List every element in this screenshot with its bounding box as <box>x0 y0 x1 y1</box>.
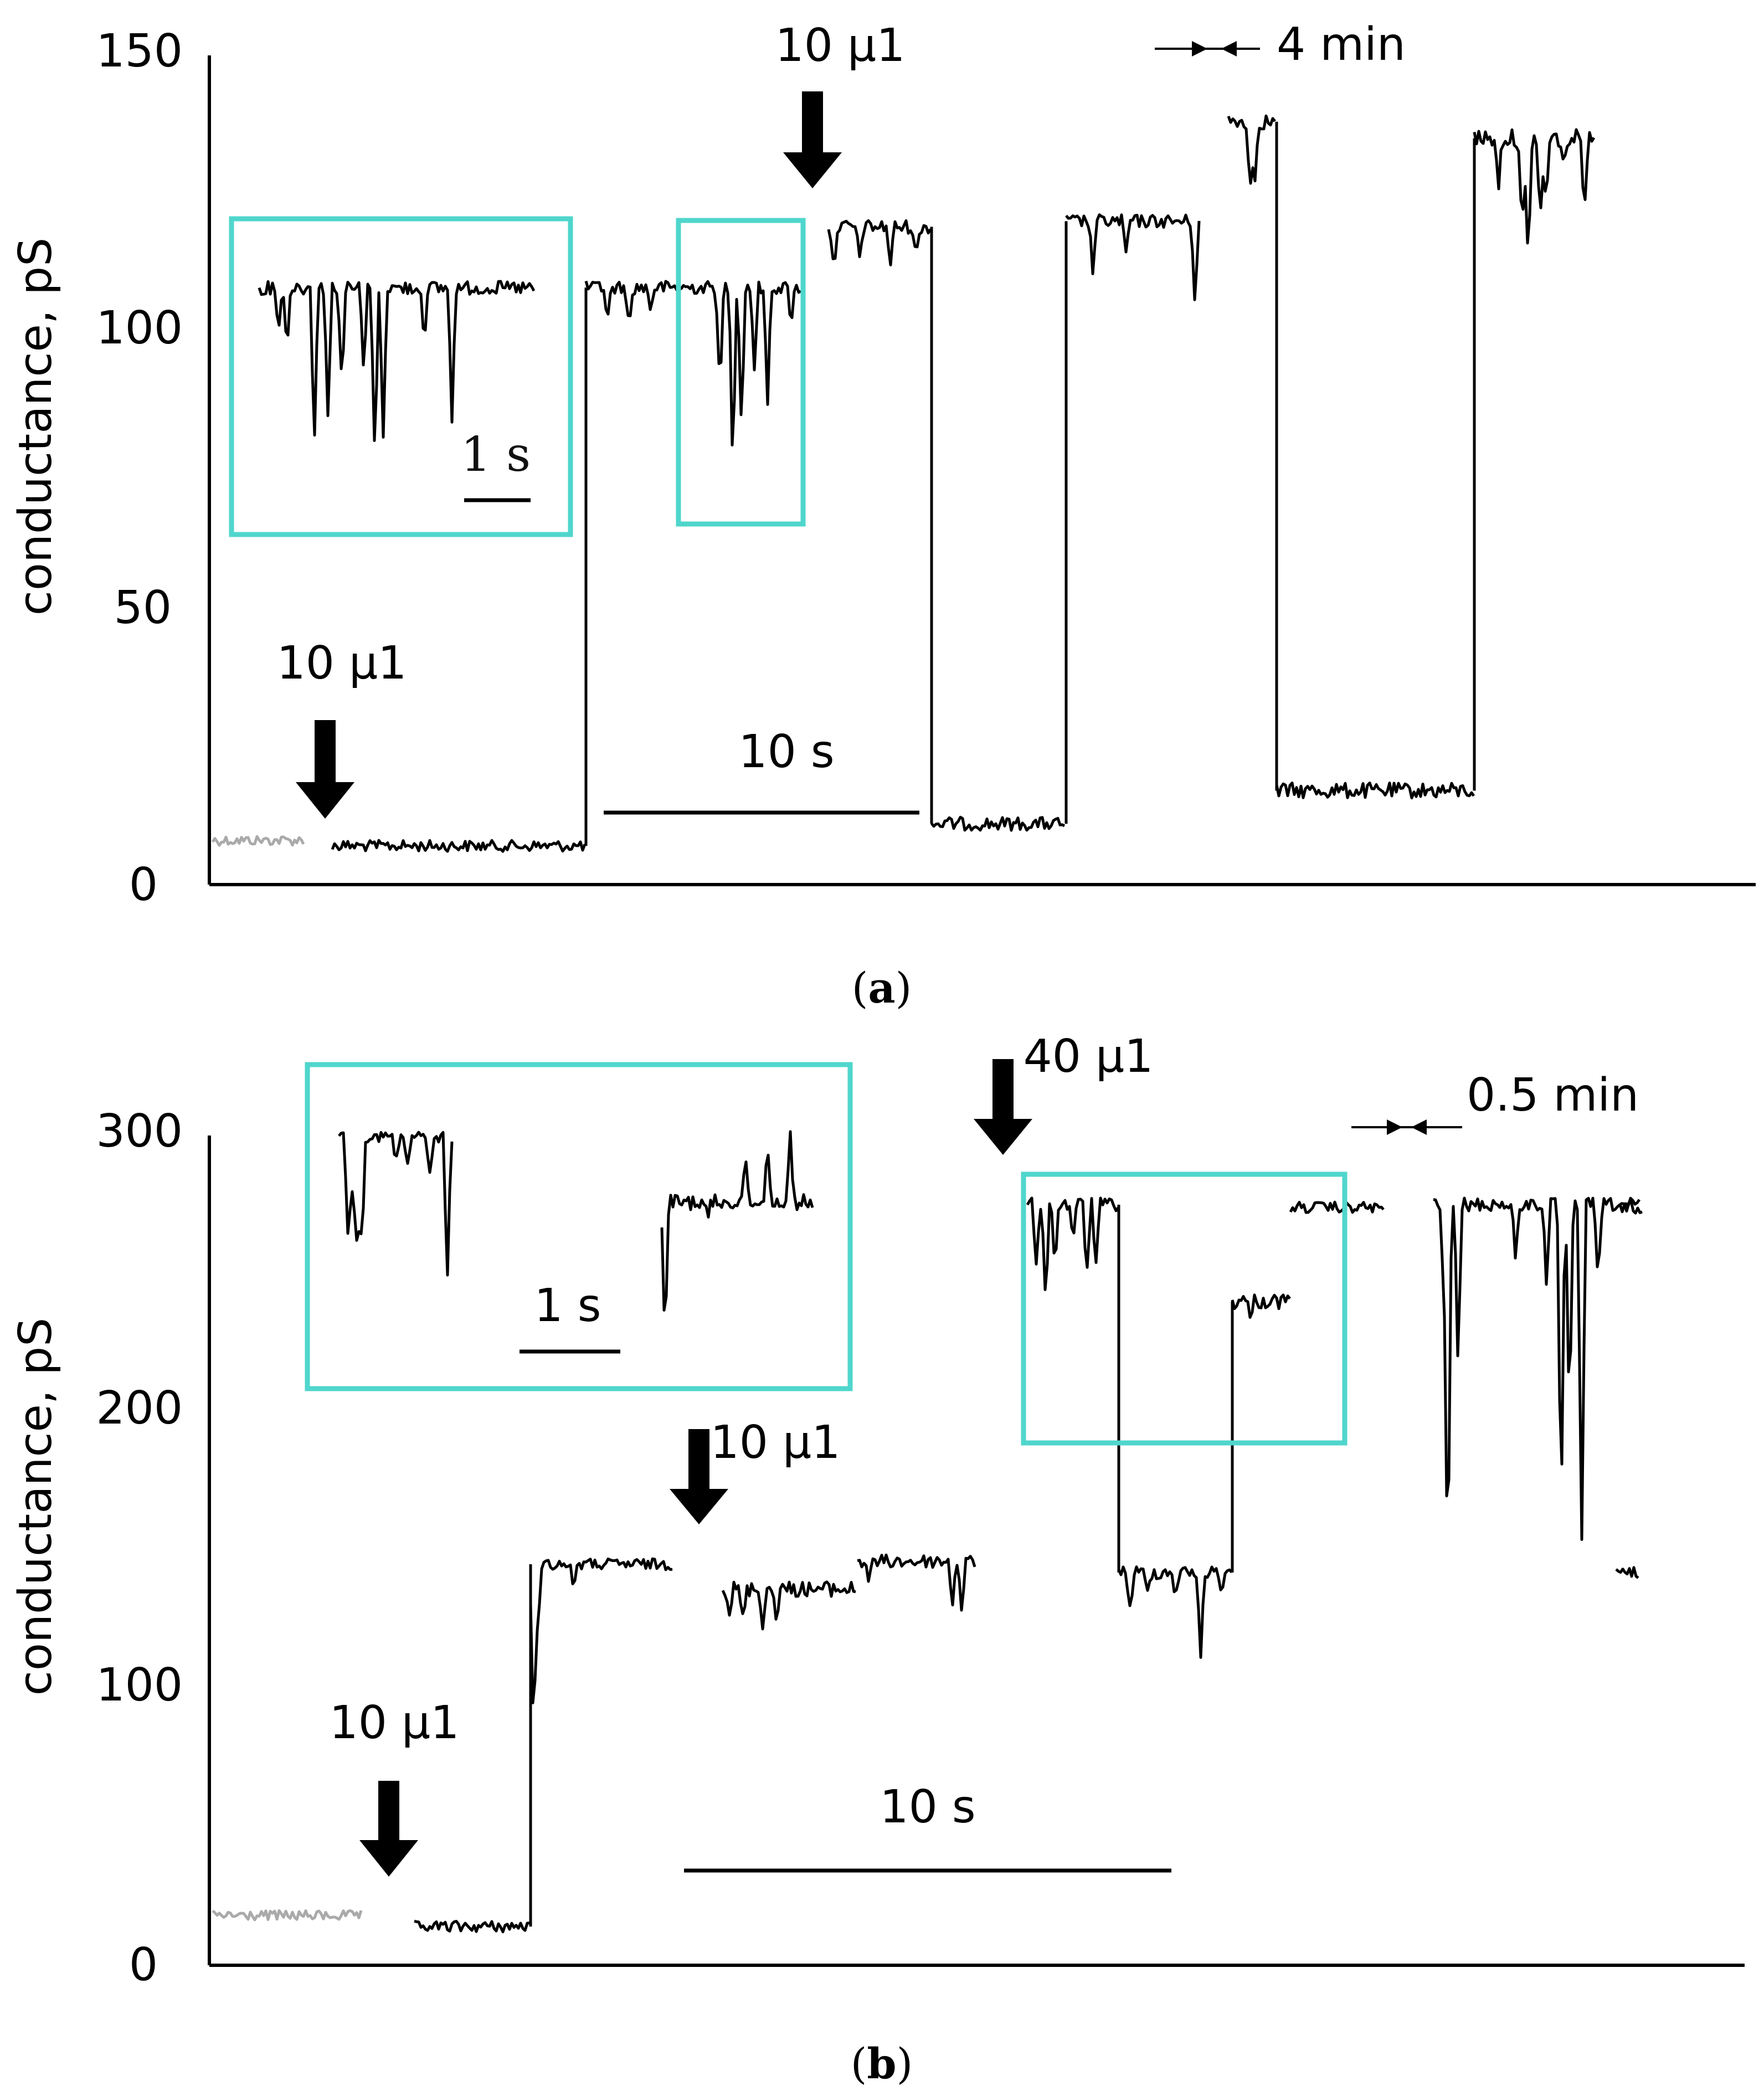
panel-b-trace-baseline <box>212 1909 363 1922</box>
panel-b-time-gap-label: 0.5 min <box>1467 1069 1639 1122</box>
panel-b-traces <box>212 1130 1643 1934</box>
panel-b-trace-segment-10 <box>1615 1566 1639 1579</box>
panel-a-y-label: conductance, pS <box>9 238 62 615</box>
panel-b-addition-3-label: 40 µ1 <box>1024 1030 1154 1083</box>
panel-a-addition-1-label: 10 µ1 <box>277 637 407 690</box>
panel-a-addition-1-arrow <box>296 720 354 819</box>
panel-a-addition-2-label: 10 µ1 <box>775 19 906 72</box>
panel-a-ytick-100: 100 <box>96 302 183 355</box>
panel-a-ytick-50: 50 <box>114 582 172 634</box>
panel-b-y-label: conductance, pS <box>9 1318 62 1696</box>
panel-b-trace-segment-5 <box>1026 1196 1120 1291</box>
panel-b-trace-segment-8 <box>1289 1200 1385 1214</box>
panel-b-inset-trace-1 <box>338 1131 454 1277</box>
panel-a-time-gap-label: 4 min <box>1277 18 1406 71</box>
panel-a-addition-2-arrow <box>783 91 842 188</box>
panel-b-highlight-box <box>1021 1172 1348 1446</box>
panel-a-trace-segment-5 <box>1065 213 1201 301</box>
panel-a-trace-segment-1 <box>331 839 587 853</box>
panel-b-ytick-0: 0 <box>129 1939 158 1991</box>
panel-b-addition-1-arrow <box>359 1781 418 1877</box>
panel-a-caption-letter: a <box>868 963 895 1013</box>
panel-a-inset-scale-label: 1 s <box>461 427 531 482</box>
panel-b-trace-segment-11 <box>1618 1200 1643 1215</box>
panel-b-trace-segment-7 <box>1231 1293 1291 1319</box>
panel-a-inset-box <box>229 216 573 537</box>
panel-a-trace-baseline <box>211 835 305 847</box>
panel-b-caption: (b) <box>851 2039 913 2088</box>
panel-a-caption: (a) <box>852 963 912 1013</box>
panel-b-trace-segment-9 <box>1433 1196 1641 1541</box>
panel-b-trace-segment-6 <box>1117 1565 1233 1659</box>
panel-b-inset-scale-label: 1 s <box>534 1280 601 1332</box>
panel-a-highlight-box <box>676 218 806 527</box>
panel-b-addition-1-label: 10 µ1 <box>330 1697 460 1749</box>
panel-b-inset-box <box>305 1062 853 1391</box>
panel-b-caption-letter: b <box>867 2039 896 2088</box>
panel-a-traces <box>211 114 1596 853</box>
panel-a-inset-trace <box>258 280 536 442</box>
panel-b-trace-segment-2 <box>529 1557 673 1704</box>
panel-b-trace-segment-4 <box>857 1553 976 1612</box>
panel-a-trace-segment-4 <box>930 815 1066 832</box>
panel-b-time-bar-label: 10 s <box>880 1781 975 1833</box>
panel-b-trace-segment-3 <box>721 1580 856 1631</box>
panel-a-ytick-150: 150 <box>96 25 183 78</box>
panel-a-ytick-0: 0 <box>129 859 158 911</box>
panel-b: 0 100 200 300 conductance, pS 1 s 10 µ1 … <box>9 1030 1745 2088</box>
panel-b-ytick-200: 200 <box>96 1382 183 1435</box>
panel-a-trace-segment-2 <box>584 280 802 446</box>
panel-a-time-bar-label: 10 s <box>738 726 834 778</box>
panel-b-ytick-300: 300 <box>96 1105 183 1158</box>
panel-a: 0 50 100 150 conductance, pS 1 s 10 µ1 1… <box>9 18 1756 1013</box>
panel-b-trace-segment-1 <box>414 1919 530 1934</box>
panel-a-trace-segment-3 <box>827 219 932 266</box>
panel-b-time-gap-marker <box>1351 1119 1462 1135</box>
panel-a-trace-segment-7 <box>1275 782 1475 800</box>
panel-b-inset-trace-2 <box>660 1130 814 1312</box>
panel-b-ytick-100: 100 <box>96 1659 183 1712</box>
panel-a-trace-segment-6 <box>1227 114 1276 185</box>
panel-a-trace-segment-8 <box>1473 128 1596 245</box>
panel-b-addition-2-arrow <box>670 1429 728 1524</box>
panel-b-addition-3-arrow <box>974 1059 1032 1155</box>
panel-a-time-gap-marker <box>1155 41 1260 56</box>
panel-b-addition-2-label: 10 µ1 <box>711 1416 841 1469</box>
